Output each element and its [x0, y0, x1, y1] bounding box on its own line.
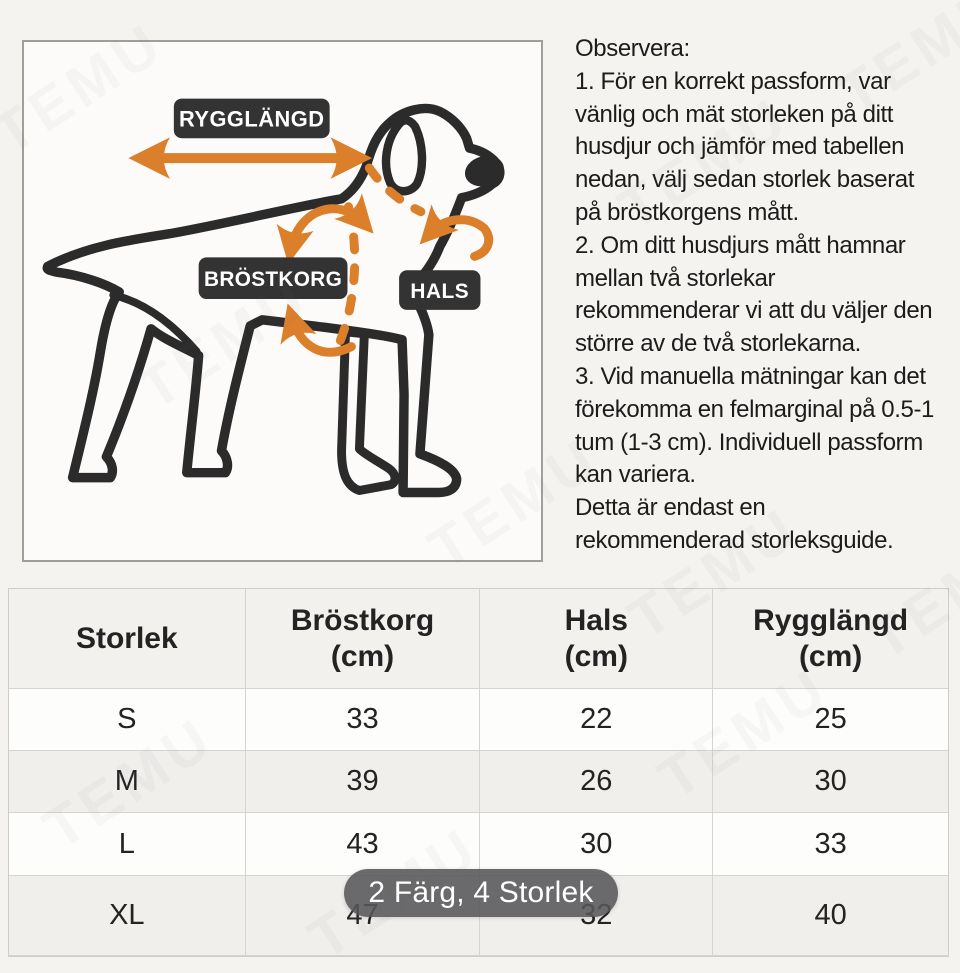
neck-badge: HALS: [399, 270, 481, 310]
notes-line: 2. Om ditt husdjurs mått hamnar: [575, 231, 906, 259]
header-unit: (cm): [798, 639, 863, 673]
header-title: Storlek: [75, 621, 178, 655]
size-table: Storlek Bröstkorg (cm) Hals (cm) Rygglän…: [8, 588, 949, 957]
dog-ear: [381, 116, 427, 196]
notes-line: 3. Vid manuella mätningar kan det: [575, 362, 926, 390]
neck-arc-dashed: [364, 163, 426, 217]
header-title: Rygglängd: [753, 603, 909, 637]
table-cell-neck: 30: [480, 813, 714, 876]
header-title: Hals: [564, 603, 628, 637]
header-title: Bröstkorg: [290, 603, 435, 637]
dog-measurement-diagram: RYGGLÄNGD BRÖSTKORG HALS: [22, 40, 543, 562]
back-length-badge: RYGGLÄNGD: [173, 98, 330, 139]
dog-thigh-line: [109, 291, 201, 356]
chest-arc-bottom: [280, 303, 356, 357]
dog-nose: [464, 155, 504, 187]
notes-text-block: Observera: 1. För en korrekt passform, v…: [575, 33, 953, 558]
dog-far-front-leg: [337, 327, 400, 495]
chest-badge: BRÖSTKORG: [198, 257, 348, 300]
table-cell-neck: 22: [480, 689, 714, 751]
table-cell-size: XL: [9, 876, 246, 956]
notes-line: tum (1-3 cm). Individuell passform: [575, 428, 923, 456]
dog-diagram-svg: RYGGLÄNGD BRÖSTKORG HALS: [42, 98, 505, 498]
notes-line: 1. För en korrekt passform, var: [575, 67, 891, 95]
header-unit: (cm): [564, 639, 628, 673]
notes-line: rekommenderar vi att du väljer den: [575, 297, 933, 325]
notes-line: större av de två storlekarna.: [575, 330, 861, 358]
table-cell-neck: 26: [480, 751, 714, 813]
table-cell-size: M: [9, 751, 246, 813]
notes-line: Detta är endast en: [575, 494, 766, 522]
neck-arc-solid: [419, 204, 494, 261]
notes-line: Observera:: [575, 35, 690, 62]
table-cell-size: L: [9, 813, 246, 876]
notes-line: vänlig och mät storleken på ditt: [575, 100, 894, 128]
chest-badge-label: BRÖSTKORG: [204, 268, 342, 291]
header-unit: (cm): [330, 639, 395, 673]
table-cell-chest: 33: [245, 689, 481, 751]
notes-line: förekomma en felmarginal på 0.5-1: [575, 395, 934, 423]
neck-badge-label: HALS: [410, 280, 469, 303]
table-cell-back: 25: [713, 689, 948, 751]
chest-arc-top: [276, 193, 374, 265]
table-cell-back: 40: [713, 876, 948, 956]
notes-line: rekommenderad storleksguide.: [575, 526, 894, 554]
notes-line: nedan, välj sedan storlek baserat: [575, 166, 915, 194]
notes-line: kan variera.: [575, 461, 696, 489]
table-cell-chest: 39: [245, 751, 481, 813]
table-cell-back: 33: [713, 813, 948, 876]
notes-line: på bröstkorgens mått.: [575, 198, 799, 226]
notes-line: mellan två storlekar: [575, 264, 776, 292]
size-table-header-back: Rygglängd (cm): [713, 589, 948, 689]
table-cell-back: 30: [713, 751, 948, 813]
size-table-header-chest: Bröstkorg (cm): [245, 589, 481, 689]
table-cell-chest: 43: [245, 813, 481, 876]
dog-outline: [42, 103, 505, 498]
back-length-badge-label: RYGGLÄNGD: [179, 106, 325, 131]
size-table-header-neck: Hals (cm): [480, 589, 714, 689]
chest-arc-dashed: [332, 202, 360, 355]
size-table-header-size: Storlek: [9, 589, 246, 689]
variant-overlay-badge[interactable]: 2 Färg, 4 Storlek: [344, 869, 618, 917]
notes-line: husdjur och jämför med tabellen: [575, 133, 905, 161]
table-cell-size: S: [9, 689, 246, 751]
